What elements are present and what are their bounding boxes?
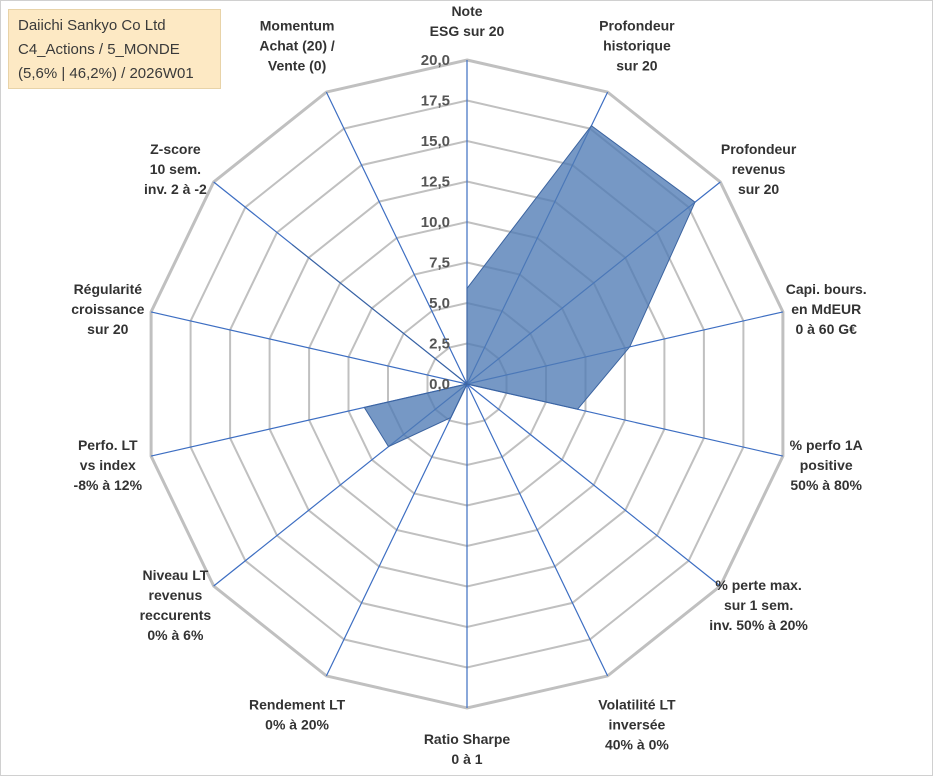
category-label-line: revenus [732, 161, 786, 177]
category-label-line: reccurents [140, 607, 212, 623]
category-label-line: inv. 50% à 20% [709, 617, 808, 633]
category-label-line: sur 20 [616, 58, 657, 74]
category-label-line: 0% à 6% [147, 627, 204, 643]
category-label-line: 40% à 0% [605, 736, 669, 752]
category-label-line: revenus [149, 587, 203, 603]
category-label: Profondeur historique sur 20 [599, 18, 675, 74]
category-label-line: 50% à 80% [790, 477, 862, 493]
category-label: Régularité croissance sur 20 [71, 281, 144, 337]
series-layer [291, 125, 696, 448]
category-label-line: sur 20 [87, 321, 128, 337]
category-label: Volatilité LT inversée 40% à 0% [598, 696, 676, 752]
category-label: % perfo 1A positive 50% à 80% [790, 437, 863, 493]
category-label: Note ESG sur 20 [430, 3, 505, 39]
tick-layer: 0,0 2,5 5,0 7,5 10,0 12,5 15,0 17,5 20,0 [421, 52, 450, 393]
category-label-line: 0 à 1 [451, 751, 482, 767]
category-label: Profondeur revenus sur 20 [721, 141, 797, 197]
category-label-line: vs index [80, 457, 136, 473]
axis-spoke [325, 91, 468, 385]
category-label-line: Régularité [74, 281, 143, 297]
category-label-line: en MdEUR [791, 301, 861, 317]
category-label-line: Momentum [260, 18, 335, 34]
category-label-line: Profondeur [721, 141, 797, 157]
category-label-line: historique [603, 38, 671, 54]
category-label: Perfo. LT vs index -8% à 12% [74, 437, 143, 493]
axis-spoke [150, 311, 468, 385]
category-label: Niveau LT revenus reccurents 0% à 6% [140, 567, 212, 643]
category-label-line: Niveau LT [142, 567, 208, 583]
category-label-line: -8% à 12% [74, 477, 143, 493]
category-label-line: Profondeur [599, 18, 675, 34]
tick-label: 5,0 [429, 295, 450, 312]
category-label-line: Z-score [150, 141, 201, 157]
category-label-line: croissance [71, 301, 144, 317]
category-label-line: inv. 2 à -2 [144, 181, 207, 197]
category-label: Rendement LT 0% à 20% [249, 696, 346, 732]
category-label-line: 10 sem. [150, 161, 201, 177]
category-label-line: Rendement LT [249, 696, 346, 712]
category-label: Momentum Achat (20) / Vente (0) [259, 18, 335, 74]
axis-spoke [325, 383, 468, 677]
category-label-line: sur 20 [738, 181, 779, 197]
category-label-line: Perfo. LT [78, 437, 138, 453]
title-box: Daiichi Sankyo Co Ltd C4_Actions / 5_MON… [8, 9, 221, 89]
tick-label: 17,5 [421, 93, 450, 110]
category-label: Capi. bours. en MdEUR 0 à 60 G€ [786, 281, 867, 337]
category-label-line: Capi. bours. [786, 281, 867, 297]
category-label: % perte max. sur 1 sem. inv. 50% à 20% [709, 577, 808, 633]
tick-label: 0,0 [429, 376, 450, 393]
category-label-line: Vente (0) [268, 58, 326, 74]
axis-spoke [466, 383, 721, 587]
category-label: Ratio Sharpe 0 à 1 [424, 731, 511, 767]
category-label-line: sur 1 sem. [724, 597, 793, 613]
category-label: Z-score 10 sem. inv. 2 à -2 [144, 141, 207, 197]
category-label-line: % perfo 1A [790, 437, 863, 453]
tick-label: 15,0 [421, 133, 450, 150]
category-label-line: 0 à 60 G€ [795, 321, 857, 337]
tick-label: 20,0 [421, 52, 450, 69]
category-label-line: Ratio Sharpe [424, 731, 511, 747]
axis-spoke [466, 383, 609, 677]
tick-label: 10,0 [421, 214, 450, 231]
category-label-line: inversée [608, 716, 665, 732]
category-label-line: Note [451, 3, 482, 19]
tick-label: 7,5 [429, 255, 450, 272]
category-label-line: 0% à 20% [265, 716, 329, 732]
title-line-3: (5,6% | 46,2%) / 2026W01 [18, 65, 194, 82]
category-label-line: Volatilité LT [598, 696, 676, 712]
category-label-layer: Note ESG sur 20 Profondeur historique sur 20… [71, 3, 866, 767]
series-area [291, 125, 696, 448]
category-label-line: % perte max. [715, 577, 801, 593]
category-label-line: ESG sur 20 [430, 23, 505, 39]
category-label-line: Achat (20) / [259, 38, 335, 54]
title-line-2: C4_Actions / 5_MONDE [18, 41, 180, 58]
title-line-1: Daiichi Sankyo Co Ltd [18, 17, 166, 34]
category-label-line: positive [800, 457, 853, 473]
tick-label: 12,5 [421, 174, 450, 191]
tick-label: 2,5 [429, 336, 450, 353]
